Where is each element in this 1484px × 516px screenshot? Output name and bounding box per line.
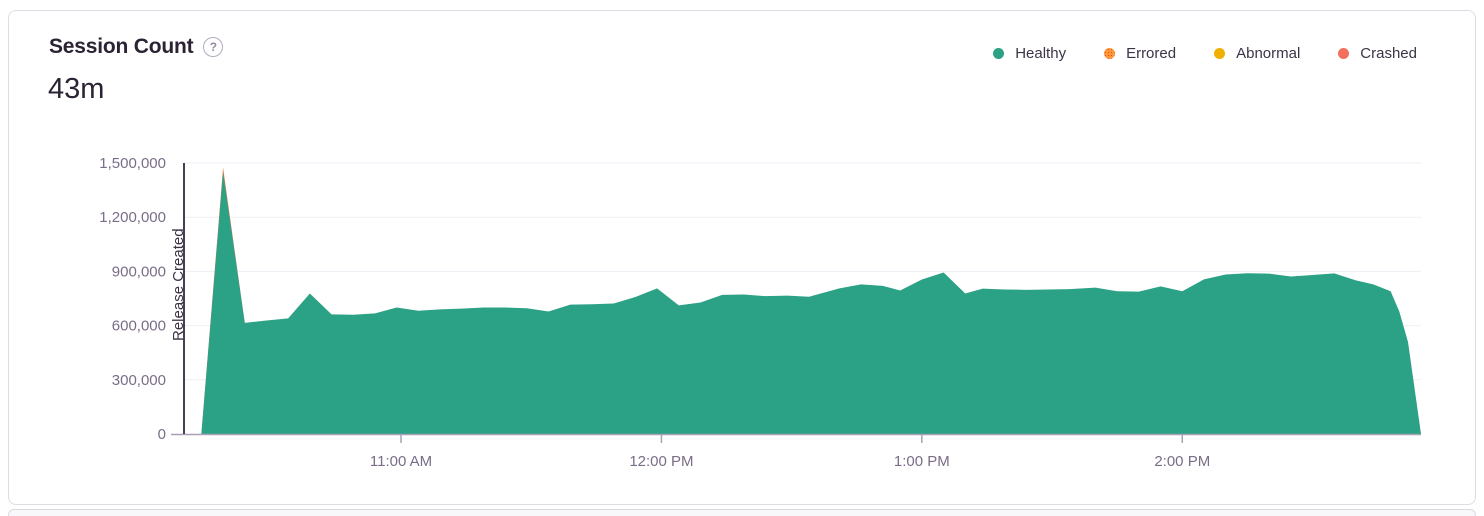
legend-label: Abnormal: [1236, 45, 1301, 62]
y-axis-tick-label: 300,000: [112, 372, 166, 389]
session-chart-svg[interactable]: 0 300,000 600,000 900,000 1,200,000 1,500,000…: [9, 11, 1475, 504]
card-title: Session Count: [49, 35, 194, 58]
chart-legend: Healthy Errored Abnormal Crashed: [993, 45, 1417, 62]
help-icon[interactable]: ?: [203, 37, 224, 57]
card-header: Session Count ?: [49, 35, 224, 59]
release-created-annotation-label: Release Created: [170, 228, 187, 341]
next-panel-edge: [8, 509, 1476, 516]
x-axis-tick-label: 1:00 PM: [894, 453, 950, 470]
crashed-dot-icon: [1338, 48, 1350, 59]
legend-label: Crashed: [1360, 45, 1417, 62]
healthy-area-series[interactable]: [201, 172, 1421, 435]
y-axis-tick-label: 0: [158, 426, 166, 443]
x-axis-tick-label: 12:00 PM: [629, 453, 693, 470]
session-count-total: 43m: [48, 73, 105, 105]
abnormal-dot-icon: [1214, 48, 1226, 59]
x-axis-tick-label: 11:00 AM: [370, 453, 432, 470]
y-axis-tick-label: 900,000: [112, 263, 166, 280]
healthy-dot-icon: [993, 48, 1005, 59]
legend-item-errored[interactable]: Errored: [1104, 45, 1176, 62]
legend-label: Errored: [1126, 45, 1177, 62]
legend-item-crashed[interactable]: Crashed: [1338, 45, 1417, 62]
legend-item-healthy[interactable]: Healthy: [993, 45, 1066, 62]
session-count-card: 0 300,000 600,000 900,000 1,200,000 1,500,000…: [8, 10, 1476, 505]
y-axis-tick-label: 600,000: [112, 318, 166, 335]
legend-item-abnormal[interactable]: Abnormal: [1214, 45, 1300, 62]
y-axis-tick-label: 1,500,000: [99, 155, 166, 172]
x-axis-tick-label: 2:00 PM: [1154, 453, 1210, 470]
errored-dot-icon: [1104, 48, 1116, 59]
y-axis-tick-label: 1,200,000: [99, 209, 166, 226]
legend-label: Healthy: [1015, 45, 1067, 62]
